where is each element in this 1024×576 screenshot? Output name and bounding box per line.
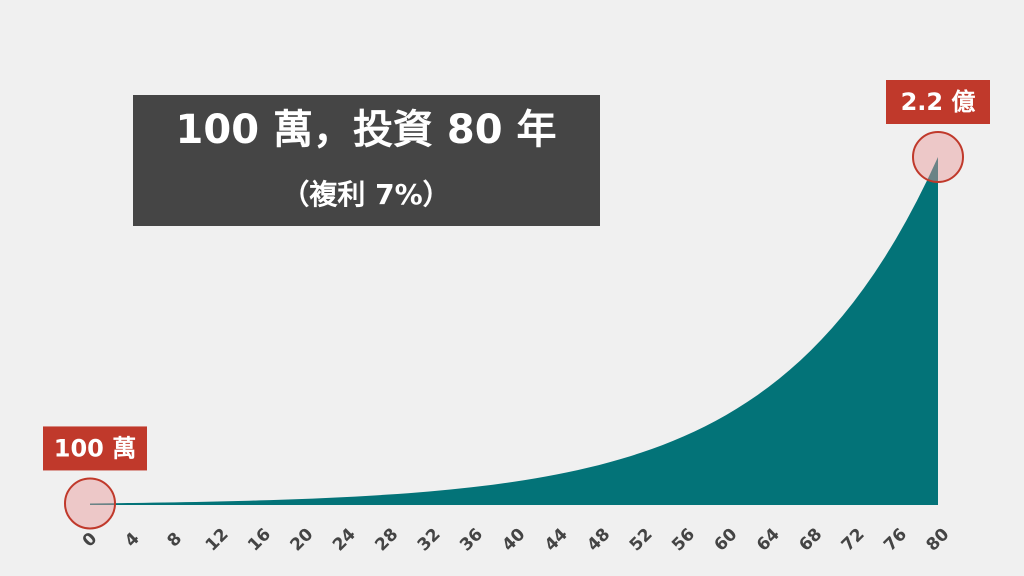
area bbox=[90, 157, 938, 505]
chart-subtitle: （複利 7%） bbox=[281, 178, 450, 211]
annotation-label: 2.2 億 bbox=[901, 88, 976, 116]
highlight-circle bbox=[912, 131, 964, 183]
title-box bbox=[133, 95, 600, 226]
annotation-box bbox=[43, 426, 147, 471]
chart-title: 100 萬，投資 80 年 bbox=[176, 107, 557, 153]
annotation-box bbox=[886, 80, 990, 124]
annotation-label: 100 萬 bbox=[54, 434, 136, 462]
highlight-circle bbox=[64, 477, 116, 530]
